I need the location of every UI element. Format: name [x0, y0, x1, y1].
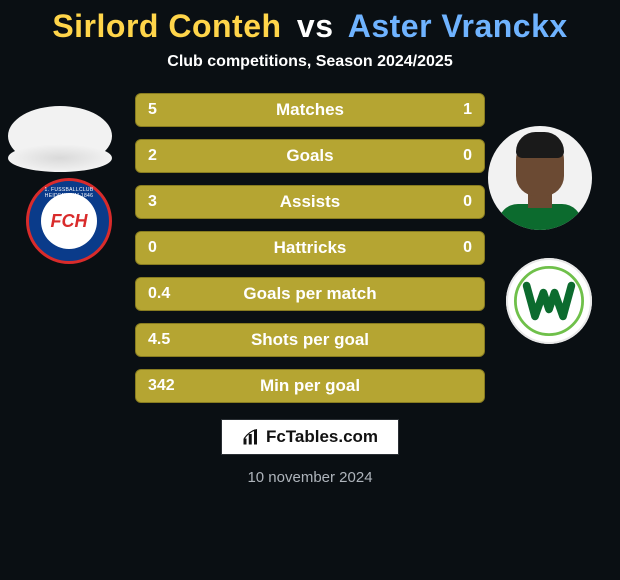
avatar-placeholder-shadow: [8, 144, 112, 172]
stat-label: Matches: [136, 100, 484, 120]
stat-row: 20Goals: [135, 139, 485, 173]
player2-club-badge: [506, 258, 592, 344]
stat-row: 00Hattricks: [135, 231, 485, 265]
club1-inner: FCH: [41, 193, 97, 249]
stat-row: 0.4Goals per match: [135, 277, 485, 311]
stat-label: Shots per goal: [136, 330, 484, 350]
footer-brand-text: FcTables.com: [266, 427, 378, 447]
footer-brand-badge[interactable]: FcTables.com: [221, 419, 399, 455]
footer-date: 10 november 2024: [0, 469, 620, 486]
club1-inner-text: FCH: [51, 211, 88, 232]
fctables-logo-icon: [242, 428, 260, 446]
player1-club-badge: 1. FUSSBALLCLUB HEIDENHEIM 1846 FCH: [26, 178, 112, 264]
player2-avatar: [488, 126, 592, 230]
subtitle: Club competitions, Season 2024/2025: [0, 53, 620, 71]
title-vs: vs: [297, 8, 334, 44]
page-title: Sirlord Conteh vs Aster Vranckx: [0, 8, 620, 45]
stat-label: Goals: [136, 146, 484, 166]
player2-hair: [516, 132, 564, 158]
title-player1: Sirlord Conteh: [52, 8, 281, 44]
content-wrapper: Sirlord Conteh vs Aster Vranckx Club com…: [0, 0, 620, 580]
title-player2: Aster Vranckx: [348, 8, 568, 44]
stat-label: Goals per match: [136, 284, 484, 304]
stat-row: 30Assists: [135, 185, 485, 219]
stat-label: Assists: [136, 192, 484, 212]
club1-ribbon: 1. FUSSBALLCLUB HEIDENHEIM 1846: [35, 187, 103, 201]
stat-row: 51Matches: [135, 93, 485, 127]
stat-label: Hattricks: [136, 238, 484, 258]
wolfsburg-logo-icon: [514, 266, 584, 336]
stat-row: 342Min per goal: [135, 369, 485, 403]
stat-row: 4.5Shots per goal: [135, 323, 485, 357]
player1-avatar: [8, 106, 112, 166]
stat-label: Min per goal: [136, 376, 484, 396]
